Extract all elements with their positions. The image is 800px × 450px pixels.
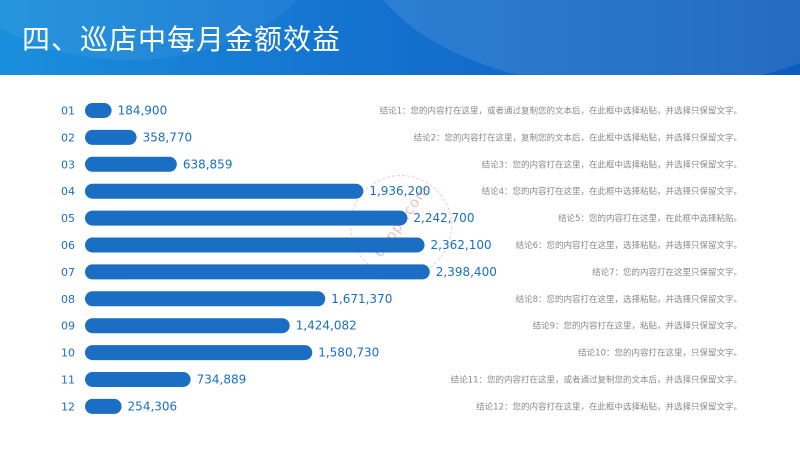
category-label: 09	[61, 320, 75, 333]
value-label: 2,398,400	[436, 265, 497, 279]
conclusion-note: 结论5：您的内容打在这里，在此框中选择粘贴。	[558, 213, 742, 224]
bar	[85, 129, 137, 145]
bar	[85, 345, 313, 361]
bar	[85, 103, 112, 118]
header-banner: 四、巡店中每月金额效益	[0, 0, 800, 75]
conclusion-note: 结论1：您的内容打在这里，或者通过复制您的文本后，在此框中选择粘贴，并选择只保留…	[380, 106, 742, 117]
value-label: 1,936,200	[369, 184, 430, 198]
category-label: 01	[61, 105, 75, 118]
bar	[85, 183, 364, 199]
category-label: 10	[61, 347, 75, 360]
conclusion-note: 结论2：您的内容打在这里，复制您的文本后，在此框中选择粘贴，并选择只保留文字。	[414, 132, 742, 143]
category-label: 02	[61, 131, 75, 144]
value-label: 2,362,100	[431, 238, 492, 252]
bar	[85, 210, 408, 226]
value-label: 638,859	[183, 157, 233, 171]
bar	[85, 318, 290, 334]
category-label: 04	[61, 185, 75, 198]
category-label: 08	[61, 293, 75, 306]
bar	[85, 372, 191, 387]
bar	[85, 291, 326, 307]
conclusion-note: 结论9：您的内容打在这里，粘贴，并选择只保留文字。	[533, 321, 742, 332]
value-label: 358,770	[143, 130, 193, 144]
value-label: 1,424,082	[296, 319, 357, 333]
bar	[85, 237, 425, 253]
conclusion-note: 结论12：您的内容打在这里，在此框中选择粘贴，并选择只保留文字。	[476, 401, 742, 412]
conclusion-note: 结论3：您的内容打在这里，在此框中选择粘贴，并选择只保留文字。	[482, 159, 742, 170]
conclusion-note: 结论6：您的内容打在这里，选择粘贴，并选择只保留文字。	[516, 240, 742, 251]
conclusion-note: 结论8：您的内容打在这里，选择粘贴，并选择只保留文字。	[516, 294, 742, 305]
value-label: 184,900	[118, 104, 168, 118]
value-label: 734,889	[197, 373, 247, 387]
value-label: 1,671,370	[331, 292, 392, 306]
page-title: 四、巡店中每月金额效益	[22, 23, 342, 56]
conclusion-note: 结论4：您的内容打在这里，在此框中选择粘贴，并选择只保留文字。	[482, 186, 742, 197]
conclusion-note: 结论11：您的内容打在这里，或者通过复制您的文本后，并选择只保留文字。	[451, 375, 742, 386]
category-label: 12	[61, 400, 75, 413]
category-label: 07	[61, 266, 75, 279]
bar	[85, 398, 122, 414]
bar	[85, 264, 430, 280]
category-label: 03	[61, 158, 75, 171]
conclusion-note: 结论7：您的内容打在这里只保留文字。	[592, 267, 742, 278]
category-label: 05	[61, 212, 75, 225]
category-label: 11	[61, 374, 75, 387]
value-label: 254,306	[128, 399, 178, 413]
value-label: 2,242,700	[413, 211, 474, 225]
bar	[85, 156, 177, 172]
category-label: 06	[61, 239, 75, 252]
conclusion-note: 结论10：您的内容打在这里，只保留文字。	[578, 348, 742, 359]
value-label: 1,580,730	[318, 346, 379, 360]
